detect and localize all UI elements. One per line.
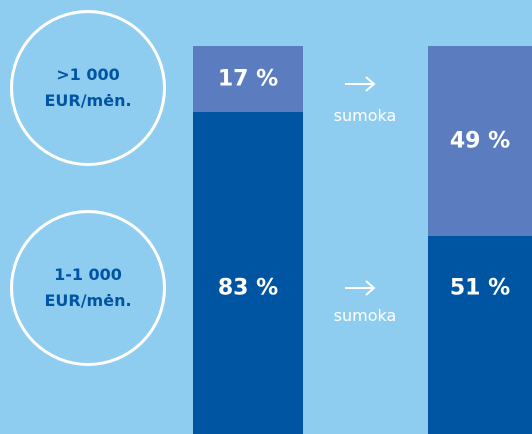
bar: 49 % 51 % — [428, 46, 532, 434]
bar-segment — [193, 46, 303, 112]
bar-segment — [428, 236, 532, 434]
bar-segment — [193, 111, 303, 434]
value-label: 51 % — [449, 275, 511, 301]
value-label: 83 % — [217, 275, 279, 301]
annotation: sumoka — [333, 306, 397, 325]
legend-label: >1 000 EUR/mėn. — [44, 65, 132, 110]
arrow — [345, 280, 376, 296]
legend-circle: >1 000 EUR/mėn. — [10, 10, 166, 166]
arrow — [345, 76, 376, 92]
value-label: 17 % — [217, 66, 279, 92]
legend-circle: 1-1 000 EUR/mėn. — [10, 210, 166, 366]
bar-segment — [428, 46, 532, 237]
value-label: 49 % — [449, 128, 511, 154]
annotation: sumoka — [333, 106, 397, 125]
bar: 17 % 83 % — [193, 46, 303, 434]
legend-label: 1-1 000 EUR/mėn. — [44, 265, 132, 310]
